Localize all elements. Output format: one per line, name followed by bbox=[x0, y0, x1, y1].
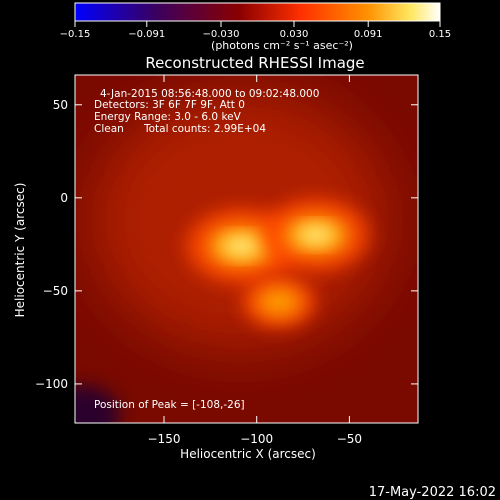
x-axis-label: Heliocentric X (arcsec) bbox=[180, 447, 316, 461]
x-tick-label: −150 bbox=[148, 432, 181, 446]
colorbar-ticks: −0.15 −0.091 −0.030 0.030 0.091 0.15 bbox=[60, 21, 451, 40]
annotation-total-counts: Total counts: 2.99E+04 bbox=[143, 123, 266, 135]
image-area bbox=[75, 75, 418, 423]
source-core bbox=[297, 225, 336, 245]
y-axis-label: Heliocentric Y (arcsec) bbox=[13, 183, 27, 318]
emission-source bbox=[242, 276, 316, 329]
colorbar-tick-label: −0.091 bbox=[128, 29, 165, 40]
source-body bbox=[256, 287, 301, 317]
emission-source bbox=[262, 198, 370, 272]
y-axis-ticks: 50 0 −50 −100 bbox=[35, 98, 418, 391]
annotation-energy-range: Energy Range: 3.0 - 6.0 keV bbox=[94, 111, 242, 123]
y-tick-label: −100 bbox=[35, 377, 68, 391]
colorbar-tick-label: 0.091 bbox=[354, 29, 383, 40]
annotation-peak-position: Position of Peak = [-108,-26] bbox=[94, 399, 245, 411]
y-tick-label: 50 bbox=[53, 98, 68, 112]
colorbar-tick-label: −0.15 bbox=[60, 29, 91, 40]
colorbar: −0.15 −0.091 −0.030 0.030 0.091 0.15 (photons… bbox=[60, 2, 451, 52]
chart-title: Reconstructed RHESSI Image bbox=[145, 54, 364, 72]
annotation-block: 4-Jan-2015 08:56:48.000 to 09:02:48.000 … bbox=[94, 88, 319, 411]
footer-timestamp: 17-May-2022 16:02 bbox=[369, 485, 496, 500]
y-tick-label: −50 bbox=[43, 284, 68, 298]
dark-corner-glow bbox=[75, 385, 120, 423]
colorbar-tick-label: 0.15 bbox=[429, 29, 451, 40]
colorbar-units-label: (photons cm⁻² s⁻¹ asec⁻²) bbox=[211, 39, 353, 52]
x-tick-label: −50 bbox=[337, 432, 362, 446]
annotation-detectors: Detectors: 3F 6F 7F 9F, Att 0 bbox=[94, 99, 245, 111]
annotation-time-range: 4-Jan-2015 08:56:48.000 to 09:02:48.000 bbox=[100, 88, 319, 100]
x-axis-ticks: −150 −100 −50 bbox=[148, 75, 362, 446]
colorbar-tick-label: 0.030 bbox=[280, 29, 309, 40]
colorbar-tick-label: −0.030 bbox=[202, 29, 239, 40]
colorbar-gradient bbox=[74, 2, 441, 22]
plot-frame bbox=[74, 74, 419, 424]
y-tick-label: 0 bbox=[60, 191, 68, 205]
annotation-method: Clean bbox=[94, 123, 124, 135]
source-core bbox=[221, 236, 262, 257]
source-layer bbox=[185, 198, 370, 329]
x-tick-label: −100 bbox=[240, 432, 273, 446]
